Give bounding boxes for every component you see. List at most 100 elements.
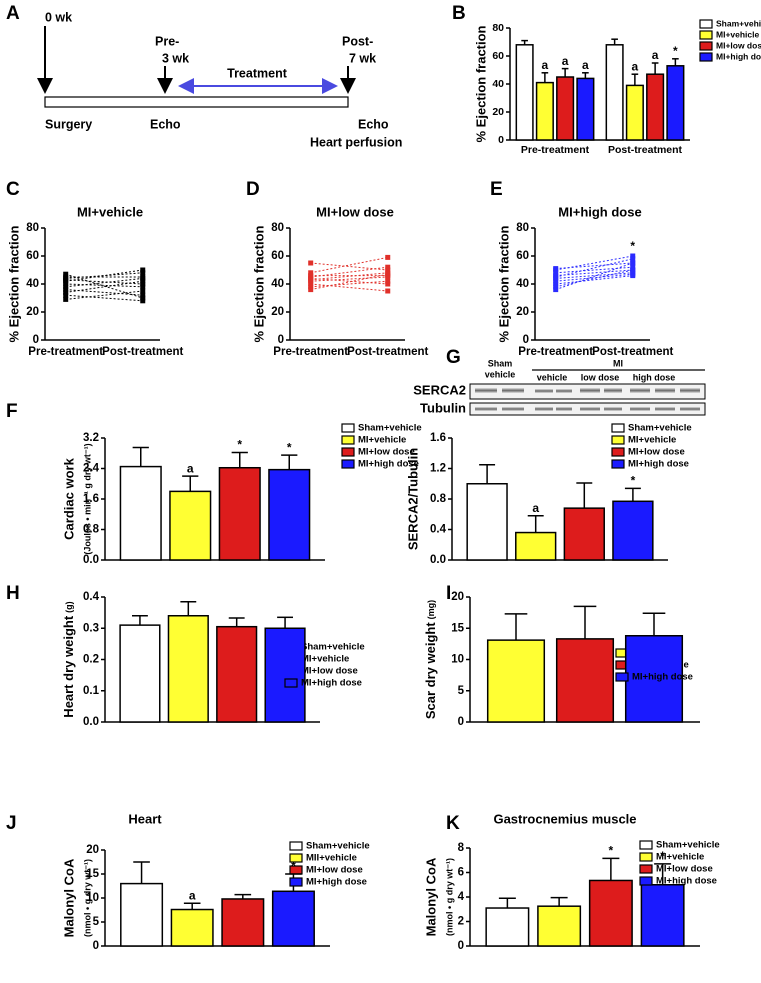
legend-label: MI+vehicle [656, 852, 704, 863]
legend-swatch [341, 447, 355, 457]
legend-label: MI+vehicle [301, 654, 349, 665]
annotation: a [187, 461, 194, 475]
x-tick-label: Post-treatment [608, 144, 683, 156]
y-axis-label: Scar dry weight (mg) [423, 600, 438, 719]
point [630, 267, 636, 273]
legend-label: Sham+vehicle [301, 642, 365, 653]
annotation: a [189, 888, 196, 902]
point [63, 284, 69, 290]
legend-label: MI+high dose [301, 678, 362, 689]
legend-label: MI+low dose [358, 447, 415, 458]
legend-label: Sham+vehicle [628, 423, 692, 434]
x-tick-label: Post-treatment [347, 346, 428, 358]
legend-swatch [289, 853, 303, 863]
point [63, 271, 69, 277]
pair-line [555, 266, 633, 274]
point [308, 284, 314, 290]
y-axis-label: Cardiac work [61, 457, 76, 539]
pair-line [310, 280, 388, 288]
timeline: A 0 wk Pre- 3 wk Treatment Post- 7 wk Su… [6, 3, 402, 149]
bar [486, 639, 546, 723]
timeline-label: Post- [342, 34, 373, 48]
y-tick-label: 0 [33, 334, 39, 346]
blot-label: MI [613, 358, 623, 368]
point [630, 260, 636, 266]
panel-letter: C [6, 179, 20, 200]
x-tick-label: Pre-treatment [28, 346, 103, 358]
y-tick-label: 2 [458, 916, 464, 928]
legend-label: MI+high dose [656, 876, 717, 887]
legend-swatch [289, 877, 303, 887]
pair-line [555, 269, 633, 288]
timeline-label: Surgery [45, 117, 92, 131]
y-tick-label: 20 [451, 591, 464, 603]
legend-swatch [639, 876, 653, 886]
chart-title: MI+vehicle [77, 204, 143, 219]
point [553, 275, 559, 281]
x-tick-label: Pre-treatment [273, 346, 348, 358]
pair-line [555, 262, 633, 291]
y-tick-label: 1.2 [430, 463, 446, 475]
y-axis-unit: (nmol • g dry wt⁻¹) [82, 859, 92, 937]
y-tick-label: 60 [26, 250, 39, 262]
pair-line [310, 276, 388, 282]
chart-title: Gastrocnemius muscle [493, 811, 636, 826]
pair-line [310, 272, 388, 281]
point [63, 292, 69, 298]
y-tick-label: 0 [523, 334, 529, 346]
y-tick-label: 20 [516, 306, 529, 318]
annotation: * [673, 44, 678, 58]
bar [170, 908, 214, 947]
bar [515, 531, 557, 561]
legend-swatch [639, 864, 653, 874]
timeline-label: Treatment [227, 66, 288, 80]
y-tick-label: 0.4 [430, 524, 447, 536]
y-tick-label: 15 [86, 868, 99, 880]
bar [119, 465, 162, 561]
blot-label: Sham [488, 358, 513, 368]
timeline-label: 7 wk [349, 51, 376, 65]
y-tick-label: 10 [86, 892, 99, 904]
annotation: a [532, 501, 539, 515]
bar [555, 638, 615, 723]
y-tick-label: 0.0 [430, 554, 446, 566]
bar [169, 490, 212, 561]
y-tick-label: 60 [271, 250, 284, 262]
panel-letter: B [452, 3, 466, 24]
annotation: a [582, 58, 589, 72]
point [553, 267, 559, 273]
legend-swatch [611, 435, 625, 445]
point [140, 284, 146, 290]
bar [466, 483, 508, 561]
panel-letter: F [6, 401, 18, 422]
y-axis-label: Malonyl CoA [61, 858, 76, 937]
bar [646, 73, 665, 141]
blot-row-label: Tubulin [420, 400, 466, 415]
point [140, 270, 146, 276]
y-tick-label: 80 [271, 222, 284, 234]
point [630, 256, 636, 262]
y-axis-title: Heart dry weight [61, 615, 76, 718]
pair-line [555, 269, 633, 277]
pair-line [65, 280, 143, 293]
y-tick-label: 4 [458, 891, 465, 903]
point [553, 270, 559, 276]
y-tick-label: 80 [492, 22, 504, 34]
blot-label: high dose [633, 372, 676, 382]
x-tick-label: Post-treatment [102, 346, 183, 358]
bar [271, 890, 315, 947]
point [140, 292, 146, 298]
bar [640, 884, 685, 947]
bar [605, 44, 624, 141]
bar [612, 500, 654, 561]
legend-swatch [611, 447, 625, 457]
y-tick-label: 80 [26, 222, 39, 234]
chart-title: MI+high dose [558, 204, 641, 219]
chart-title: Heart [128, 811, 162, 826]
legend-label: Sham+vehicle [358, 423, 422, 434]
y-tick-label: 20 [26, 306, 39, 318]
y-axis-label: % Ejection fraction [6, 225, 21, 342]
pair-line [65, 283, 143, 288]
point [63, 278, 69, 284]
